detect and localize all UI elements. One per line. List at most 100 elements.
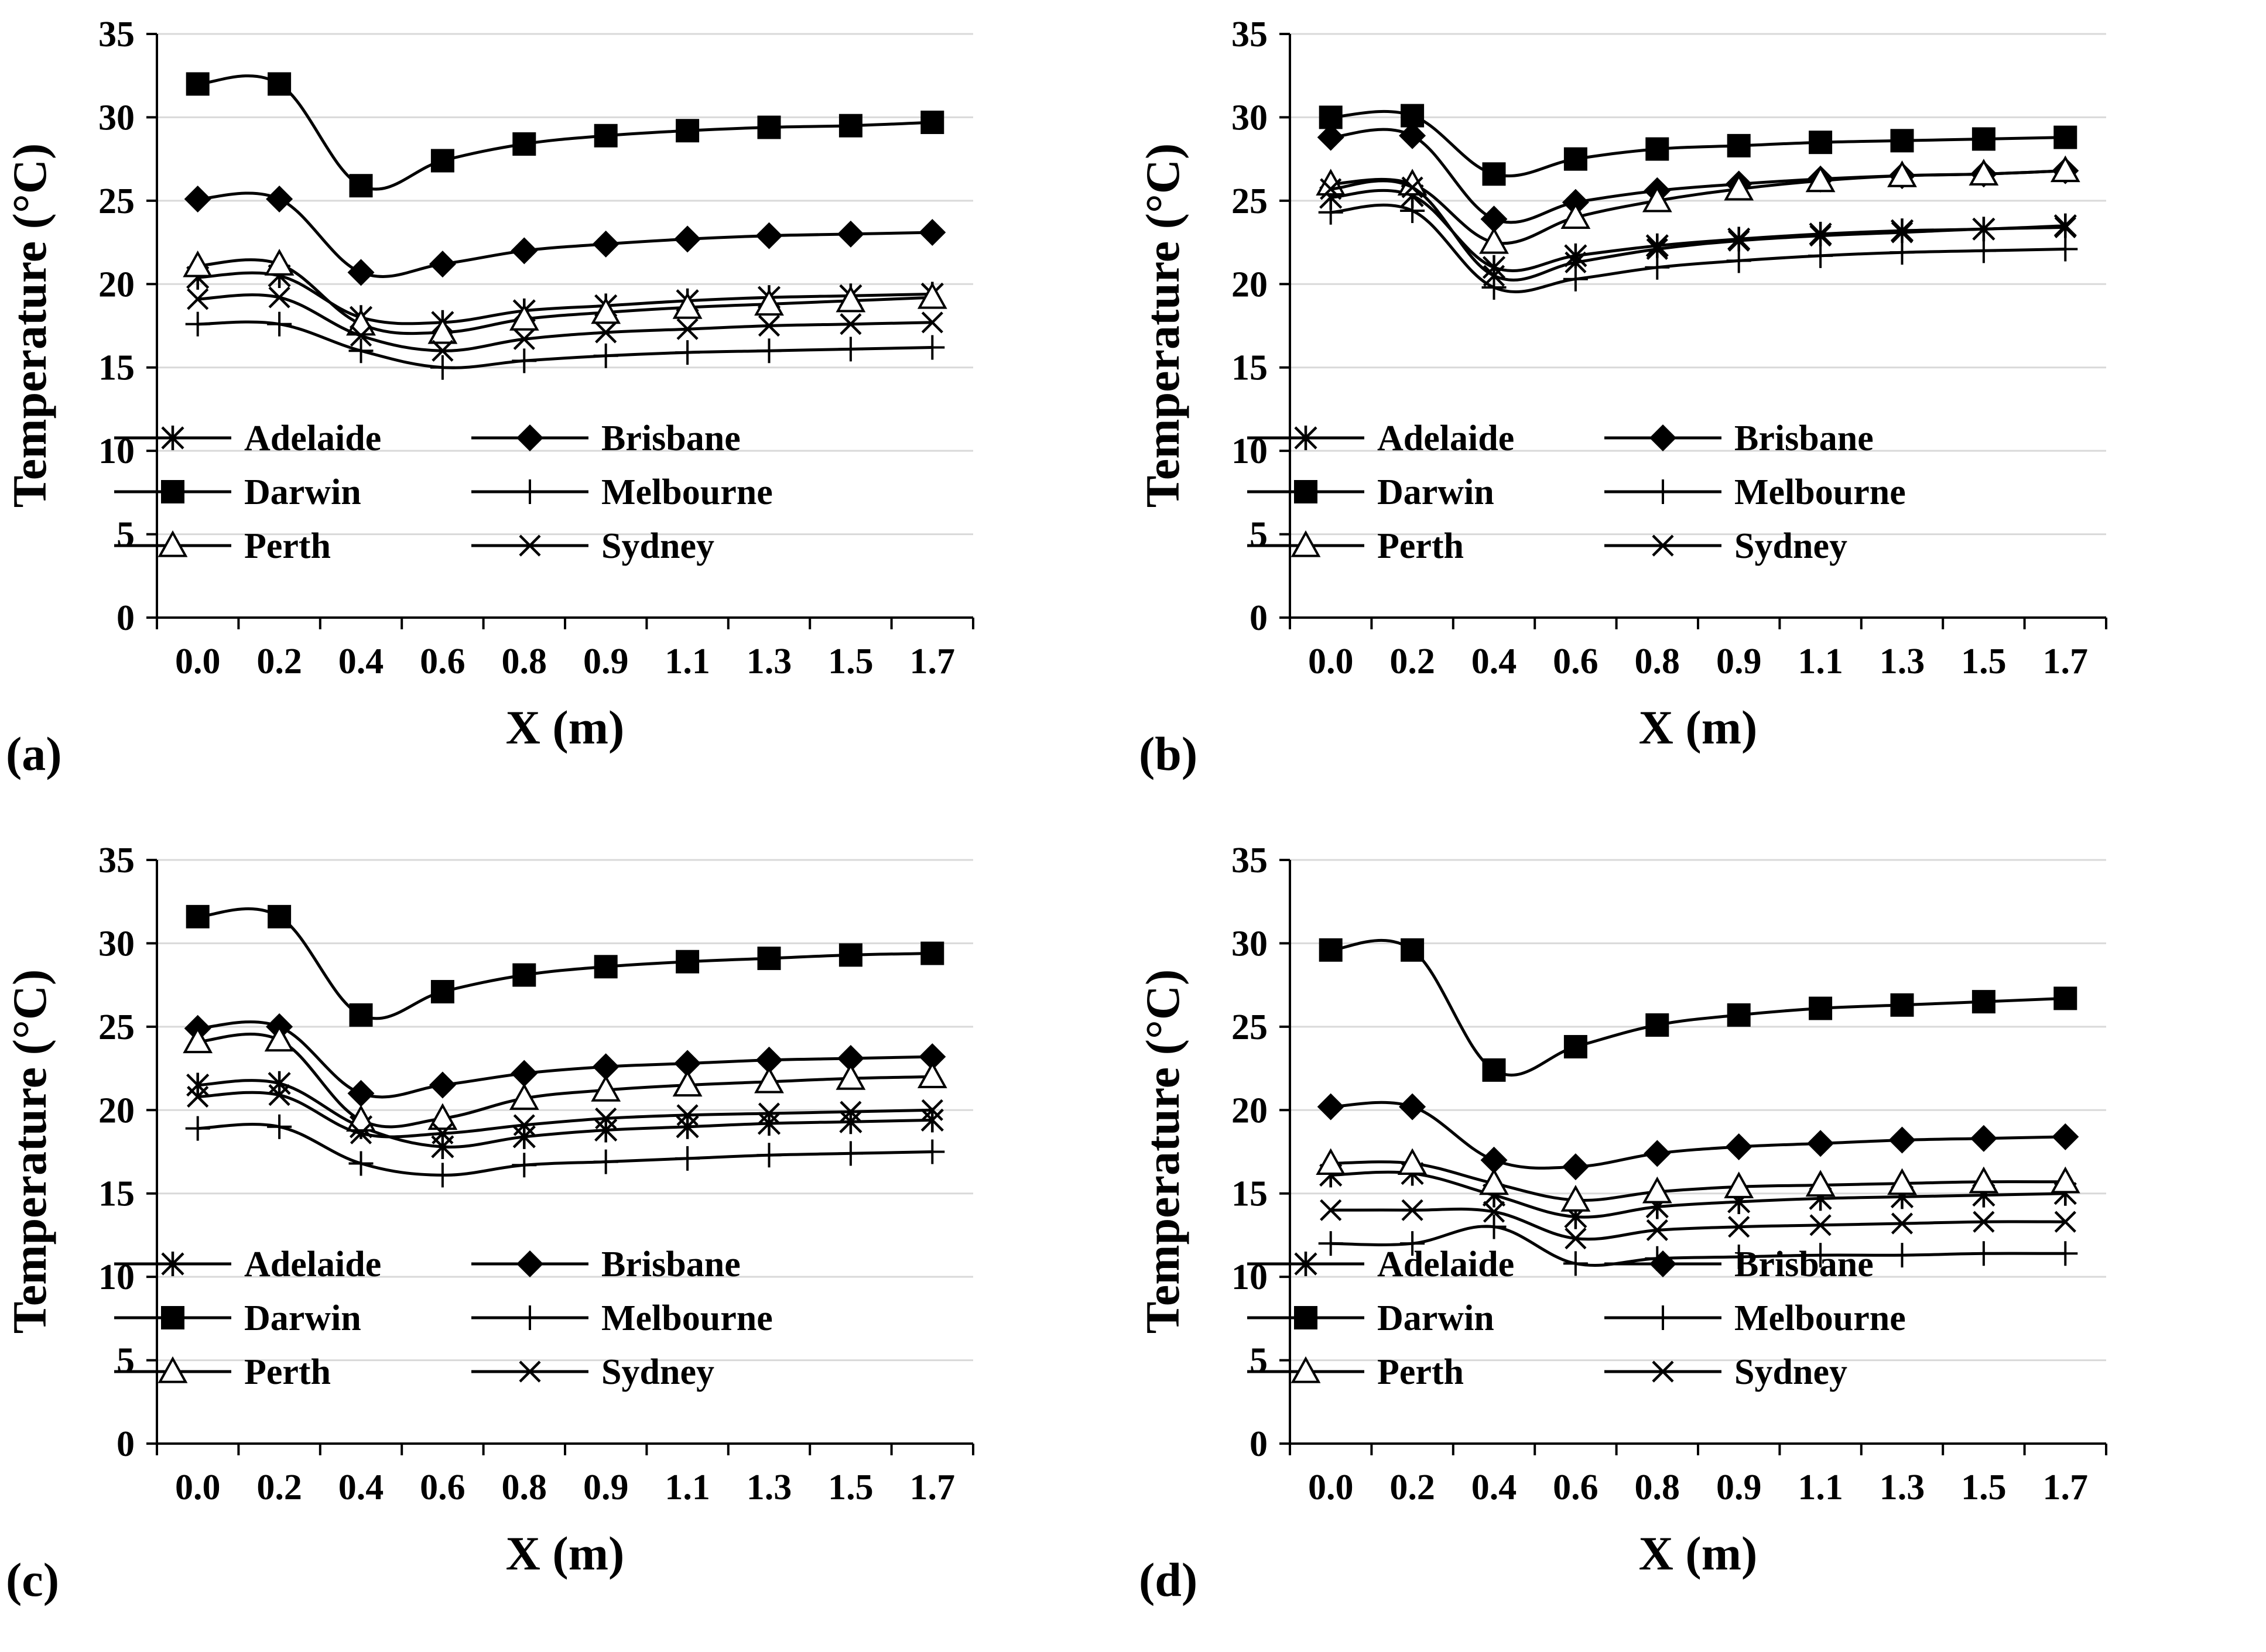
data-point-darwin [2053, 986, 2077, 1010]
legend-item-sydney: Sydney [1604, 1352, 1847, 1392]
data-point-sydney [1728, 229, 1750, 252]
y-tick-label: 0 [117, 598, 135, 638]
data-point-sydney [1728, 1216, 1750, 1238]
data-point-brisbane [1725, 1133, 1752, 1160]
legend-label: Brisbane [601, 419, 741, 458]
legend-label: Sydney [1734, 1352, 1847, 1392]
data-point-brisbane [1644, 1140, 1671, 1167]
legend-item-melbourne: Melbourne [471, 472, 773, 512]
data-point-darwin [920, 941, 944, 965]
data-point-darwin [430, 980, 454, 1004]
series-group [183, 904, 947, 1188]
data-point-sydney [1565, 251, 1587, 273]
y-tick-label: 15 [1231, 1174, 1268, 1214]
data-point-melbourne [1890, 240, 1915, 265]
data-point-perth [1724, 1171, 1754, 1198]
data-point-sydney [187, 1085, 209, 1108]
legend-label: Melbourne [601, 1298, 773, 1338]
x-axis-title: X (m) [1639, 1527, 1758, 1580]
data-point-melbourne [593, 343, 618, 368]
x-tick-label: 0.0 [1308, 642, 1354, 681]
x-tick-label: 1.5 [828, 642, 874, 681]
data-point-darwin [1563, 147, 1587, 171]
data-point-melbourne [1318, 200, 1343, 225]
legend-marker [1651, 1305, 1675, 1330]
legend-label: Brisbane [601, 1245, 741, 1284]
data-point-perth [264, 1024, 295, 1052]
series-line-darwin [197, 907, 933, 1020]
data-point-sydney [840, 1101, 862, 1123]
series-line-darwin [1330, 938, 2066, 1077]
data-point-perth [836, 285, 866, 313]
y-axis-title: Temperature (°C) [1136, 969, 1189, 1334]
data-point-darwin [186, 72, 210, 96]
legend-marker [1649, 1250, 1676, 1277]
data-point-perth [2050, 1166, 2080, 1194]
legend-item-melbourne: Melbourne [471, 1298, 773, 1338]
legend: Adelaide Brisbane Darwin Melbourne Perth Sydn… [1247, 1245, 1906, 1392]
data-point-melbourne [1726, 248, 1751, 273]
y-tick-label: 20 [1231, 1091, 1268, 1130]
legend-item-perth: Perth [114, 526, 331, 566]
data-point-sydney [921, 1099, 943, 1121]
data-point-melbourne [1808, 1243, 1833, 1268]
x-tick-label: 0.0 [175, 642, 221, 681]
panel-label: (b) [1139, 727, 1197, 780]
y-tick-label: 15 [1231, 348, 1268, 388]
panel-label: (a) [6, 727, 62, 780]
legend-marker [1294, 426, 1317, 450]
data-point-adelaide [594, 1118, 618, 1143]
legend-item-adelaide: Adelaide [114, 419, 381, 458]
legend-label: Melbourne [1734, 472, 1906, 512]
legend-label: Brisbane [1734, 1245, 1874, 1284]
legend: Adelaide Brisbane Darwin Melbourne Perth Sydn… [1247, 419, 1906, 566]
legend-label: Darwin [1377, 1298, 1494, 1338]
data-point-melbourne [675, 1146, 700, 1171]
legend-marker [516, 1250, 543, 1277]
data-point-melbourne [675, 340, 700, 365]
x-tick-label: 1.3 [747, 642, 792, 681]
x-tick-label: 0.6 [1553, 642, 1598, 681]
legend-marker [161, 1252, 184, 1276]
data-point-brisbane [919, 1043, 946, 1071]
x-tick-label: 0.6 [420, 642, 465, 681]
legend-item-perth: Perth [1247, 1352, 1464, 1392]
series-perth [183, 1024, 947, 1132]
data-point-brisbane [1807, 1130, 1834, 1157]
legend-item-brisbane: Brisbane [1604, 419, 1874, 458]
y-tick-label: 15 [98, 1174, 135, 1214]
data-point-melbourne [348, 338, 374, 364]
data-point-sydney [432, 340, 454, 362]
data-point-melbourne [267, 311, 292, 337]
legend-marker [516, 424, 543, 451]
series-melbourne [185, 311, 945, 380]
data-point-darwin [676, 950, 700, 974]
chart-panel-a: 0 5 10 15 20 25 30 35 0.0 0.2 0.4 0.6 0.8 0.9 1.1 1.3 1.… [0, 0, 1133, 826]
data-point-sydney [758, 1102, 781, 1125]
data-point-darwin [1645, 137, 1669, 161]
x-tick-label: 0.9 [1716, 642, 1762, 681]
data-point-sydney [1891, 1212, 1914, 1235]
data-point-perth [1805, 165, 1836, 193]
data-point-darwin [594, 955, 618, 979]
data-point-brisbane [1317, 1093, 1344, 1120]
legend-label: Darwin [244, 1298, 361, 1338]
data-point-darwin [1482, 162, 1506, 186]
series-darwin [186, 904, 944, 1027]
data-point-darwin [1727, 133, 1751, 157]
legend-item-melbourne: Melbourne [1604, 472, 1906, 512]
data-point-adelaide [676, 1114, 699, 1139]
data-point-perth [1724, 173, 1754, 201]
data-point-darwin [186, 904, 210, 928]
legend-label: Perth [244, 526, 331, 566]
legend-label: Brisbane [1734, 419, 1874, 458]
x-tick-label: 0.4 [338, 1468, 384, 1507]
y-tick-label: 15 [98, 348, 135, 388]
x-tick-label: 1.5 [1961, 642, 2007, 681]
data-point-brisbane [1970, 1125, 1997, 1152]
data-point-sydney [268, 286, 290, 309]
data-point-melbourne [1971, 238, 1996, 263]
legend-item-darwin: Darwin [1247, 1298, 1494, 1338]
